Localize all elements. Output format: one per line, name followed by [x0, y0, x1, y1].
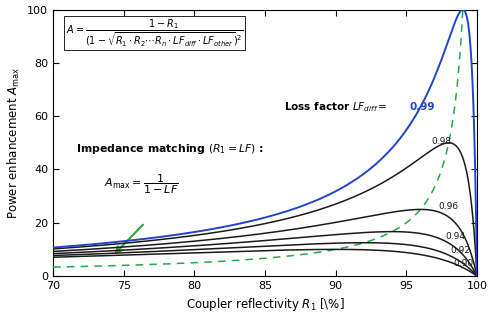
- Text: 0.90: 0.90: [453, 259, 473, 268]
- Text: 0.96: 0.96: [439, 202, 459, 211]
- X-axis label: Coupler reflectivity $R_1$ [\%]: Coupler reflectivity $R_1$ [\%]: [186, 296, 344, 314]
- Text: 0.92: 0.92: [450, 246, 470, 255]
- Text: 0.94: 0.94: [446, 232, 466, 241]
- Text: 0.98: 0.98: [432, 137, 452, 146]
- Text: Impedance matching $(R_1 = LF)$ :: Impedance matching $(R_1 = LF)$ :: [76, 143, 264, 156]
- Text: 0.99: 0.99: [409, 102, 435, 112]
- Text: $A_{\mathrm{max}} = \dfrac{1}{1-LF}$: $A_{\mathrm{max}} = \dfrac{1}{1-LF}$: [104, 172, 178, 196]
- Text: Loss factor $LF_{diff}=$: Loss factor $LF_{diff}=$: [284, 100, 391, 114]
- Text: $A = \dfrac{1-R_1}{(1-\sqrt{R_1 \cdot R_2 \cdots R_n \cdot LF_{diff} \cdot LF_{o: $A = \dfrac{1-R_1}{(1-\sqrt{R_1 \cdot R_…: [66, 18, 244, 48]
- Y-axis label: Power enhancement $A_{\mathrm{max}}$: Power enhancement $A_{\mathrm{max}}$: [5, 67, 22, 219]
